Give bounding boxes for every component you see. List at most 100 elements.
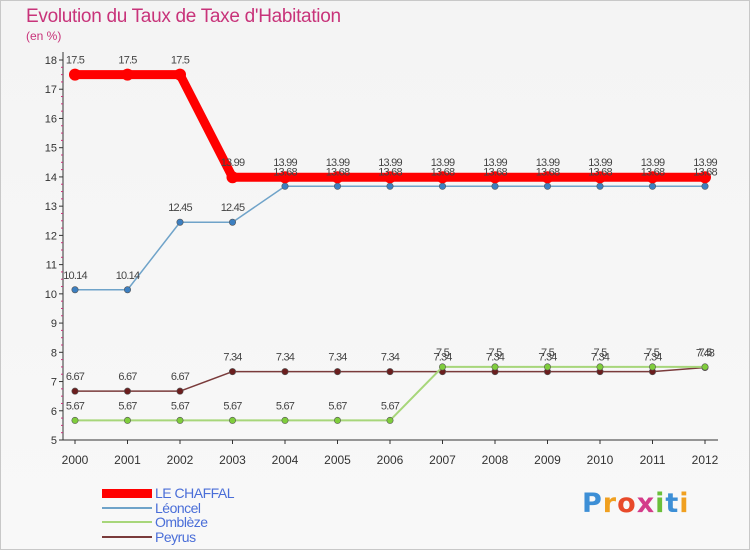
series-point bbox=[384, 171, 396, 184]
data-label: 7.5 bbox=[646, 347, 660, 359]
series-point bbox=[701, 363, 709, 371]
logo-letter: o bbox=[617, 488, 637, 519]
data-label: 7.34 bbox=[643, 352, 662, 364]
series-point bbox=[176, 416, 184, 424]
data-label: 6.67 bbox=[171, 371, 190, 383]
data-label: 13.68 bbox=[693, 166, 717, 178]
logo-letter: i bbox=[655, 488, 666, 519]
data-label: 13.99 bbox=[536, 157, 560, 169]
series-point bbox=[71, 286, 79, 294]
y-tick-label: 8 bbox=[51, 347, 57, 359]
data-label: 7.34 bbox=[538, 352, 557, 364]
data-label: 10.14 bbox=[116, 270, 140, 282]
legend-item: LE CHAFFAL bbox=[102, 485, 235, 502]
data-label: 7.5 bbox=[699, 347, 713, 359]
data-label: 13.99 bbox=[588, 157, 612, 169]
series-point bbox=[229, 368, 237, 376]
series-point bbox=[386, 182, 394, 190]
series-point bbox=[279, 171, 291, 184]
data-label: 13.99 bbox=[378, 157, 402, 169]
legend-label: LE CHAFFAL bbox=[155, 485, 235, 502]
y-tick-label: 16 bbox=[45, 113, 57, 125]
legend-label: Omblèze bbox=[155, 514, 208, 531]
x-tick-label: 2001 bbox=[114, 453, 141, 467]
data-label: 7.34 bbox=[486, 352, 505, 364]
data-label: 13.68 bbox=[273, 166, 297, 178]
series-point bbox=[124, 416, 132, 424]
x-tick-label: 2007 bbox=[429, 453, 456, 467]
logo-letter: P bbox=[582, 488, 603, 519]
series-point bbox=[701, 182, 709, 190]
data-label: 7.34 bbox=[276, 352, 295, 364]
legend-label: Peyrus bbox=[155, 528, 196, 545]
logo-letter: r bbox=[602, 488, 618, 519]
y-tick-label: 12 bbox=[45, 230, 57, 242]
series-point bbox=[69, 68, 81, 81]
x-tick-label: 2000 bbox=[62, 453, 89, 467]
data-label: 5.67 bbox=[381, 400, 400, 412]
series-point bbox=[491, 363, 499, 371]
y-tick-label: 13 bbox=[45, 201, 57, 213]
x-tick-label: 2006 bbox=[377, 453, 404, 467]
series-point bbox=[543, 363, 551, 371]
y-tick-label: 18 bbox=[45, 55, 57, 67]
legend-swatch bbox=[102, 506, 152, 509]
data-label: 7.5 bbox=[594, 347, 608, 359]
series-point bbox=[386, 368, 394, 376]
data-label: 7.34 bbox=[433, 352, 452, 364]
legend-swatch bbox=[102, 521, 152, 524]
series-point bbox=[333, 182, 341, 190]
data-label: 7.5 bbox=[541, 347, 555, 359]
series-point bbox=[124, 286, 132, 294]
data-label: 13.99 bbox=[221, 157, 245, 169]
y-tick-label: 6 bbox=[51, 406, 57, 418]
data-label: 17.5 bbox=[66, 55, 85, 67]
series-point bbox=[438, 182, 446, 190]
data-label: 7.34 bbox=[381, 352, 400, 364]
series-point bbox=[438, 363, 446, 371]
data-label: 5.67 bbox=[223, 400, 242, 412]
legend-item: Léoncel bbox=[102, 500, 234, 516]
data-label: 13.68 bbox=[536, 166, 560, 178]
series-point bbox=[71, 387, 79, 395]
y-tick-label: 11 bbox=[46, 260, 57, 272]
data-label: 13.99 bbox=[693, 157, 717, 169]
x-tick-label: 2011 bbox=[640, 453, 666, 467]
series-point bbox=[226, 171, 239, 184]
data-label: 7.5 bbox=[436, 347, 450, 359]
data-label: 13.99 bbox=[326, 157, 350, 169]
series-point bbox=[229, 416, 237, 424]
data-label: 13.99 bbox=[273, 157, 297, 169]
series-point bbox=[386, 416, 394, 424]
y-tick-label: 7 bbox=[51, 377, 57, 389]
data-label: 7.5 bbox=[489, 347, 503, 359]
data-label: 5.67 bbox=[276, 400, 295, 412]
legend: LE CHAFFAL Léoncel Omblèze Peyrus bbox=[102, 485, 235, 545]
series-point bbox=[648, 363, 656, 371]
series-point bbox=[596, 182, 604, 190]
data-label: 17.5 bbox=[118, 55, 137, 67]
x-tick-label: 2004 bbox=[272, 453, 299, 467]
series-point bbox=[489, 171, 501, 184]
x-tick-label: 2008 bbox=[482, 453, 509, 467]
data-label: 13.68 bbox=[431, 166, 455, 178]
logo-letter: t bbox=[665, 488, 680, 519]
y-tick-label: 5 bbox=[51, 435, 57, 447]
data-label: 13.68 bbox=[378, 166, 402, 178]
x-tick-label: 2010 bbox=[587, 453, 614, 467]
series-point bbox=[331, 171, 344, 184]
data-label: 5.67 bbox=[66, 400, 85, 412]
data-label: 13.99 bbox=[431, 157, 455, 169]
series-point bbox=[229, 218, 237, 226]
legend-item: Peyrus bbox=[102, 528, 234, 545]
series-point bbox=[594, 171, 606, 184]
y-tick-label: 14 bbox=[45, 172, 57, 184]
series-point bbox=[543, 182, 551, 190]
data-label: 12.45 bbox=[221, 202, 245, 214]
chart-subtitle: (en %) bbox=[26, 29, 62, 43]
data-label: 10.14 bbox=[63, 270, 87, 282]
data-label: 13.99 bbox=[483, 157, 507, 169]
series-point bbox=[646, 171, 659, 184]
